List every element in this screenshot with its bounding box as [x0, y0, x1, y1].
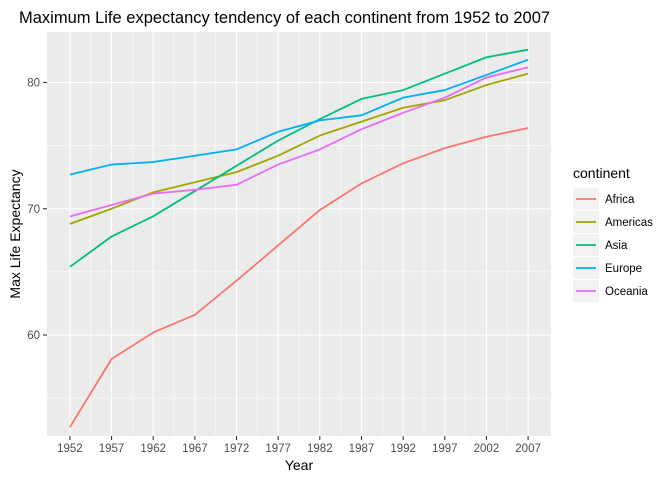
legend-label-oceania: Oceania [605, 286, 648, 298]
x-tick-label: 2002 [474, 443, 500, 455]
x-tick-label: 1957 [99, 443, 125, 455]
x-tick-label: 1987 [349, 443, 375, 455]
chart-title: Maximum Life expectancy tendency of each… [19, 9, 550, 27]
legend: continent Africa Americas Asia Europe Oceani… [573, 165, 653, 302]
series-line-oceania [69, 66, 529, 218]
x-tick-label: 1967 [182, 443, 208, 455]
series-lines [69, 48, 529, 428]
series-line-europe [69, 58, 529, 176]
series-line-asia [69, 48, 529, 268]
legend-label-europe: Europe [605, 263, 642, 275]
y-tick-label: 70 [27, 204, 40, 216]
x-tick-label: 1962 [140, 443, 166, 455]
x-tick-label: 1982 [307, 443, 333, 455]
y-tick-label: 60 [27, 330, 40, 342]
axes: 1952 1957 1962 1967 1972 1977 1982 1987 1992 1997… [27, 78, 541, 456]
x-tick-label: 1972 [224, 443, 250, 455]
y-tick-label: 80 [27, 78, 40, 90]
x-tick-label: 1992 [390, 443, 416, 455]
x-tick-label: 1952 [57, 443, 83, 455]
legend-label-americas: Americas [605, 217, 653, 229]
x-tick-label: 1997 [432, 443, 458, 455]
legend-label-africa: Africa [605, 194, 635, 206]
legend-title: continent [573, 165, 630, 181]
x-axis-title: Year [285, 457, 314, 473]
x-tick-label: 1977 [265, 443, 291, 455]
x-tick-label: 2007 [515, 443, 541, 455]
y-axis-title: Max Life Expectancy [7, 169, 23, 298]
legend-label-asia: Asia [605, 240, 628, 252]
series-line-africa [69, 127, 529, 428]
